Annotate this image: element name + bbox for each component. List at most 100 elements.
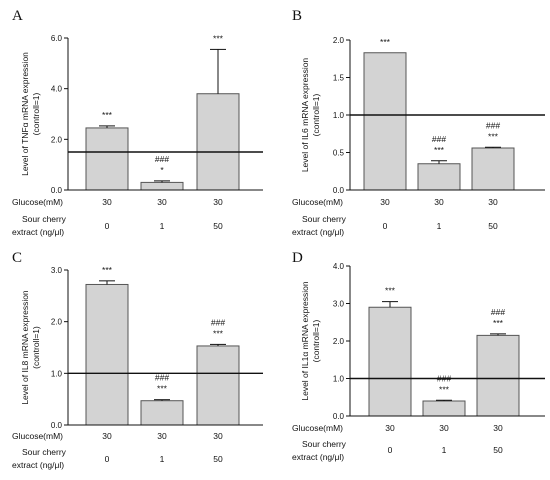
panel-d: D 0.0 1.0 2.0 3.0 4.0 Level of IL1α mRNA expre… [292, 250, 545, 462]
y-tick-label: 3.0 [333, 300, 345, 309]
glucose-value: 30 [213, 197, 223, 207]
significance-label: *** [493, 318, 504, 328]
glucose-label: Glucose(mM) [292, 197, 343, 207]
panel-letter: D [292, 250, 303, 266]
glucose-label: Glucose(mM) [12, 197, 63, 207]
significance-label: *** [434, 145, 445, 155]
significance-label: ### [155, 373, 169, 383]
glucose-value: 30 [488, 197, 498, 207]
extract-label: extract (ng/μl) [292, 227, 344, 237]
y-axis-label: Level of TNFα mRNA expression [20, 52, 30, 176]
glucose-value: 30 [213, 431, 223, 441]
significance-label: ### [486, 120, 500, 130]
y-tick-label: 2.0 [333, 36, 345, 45]
glucose-value: 30 [439, 423, 449, 433]
extract-label: extract (ng/μl) [12, 460, 64, 470]
y-axis-label: Level of IL1α mRNA expression [300, 281, 310, 401]
extract-value: 0 [383, 221, 388, 231]
significance-label: *** [102, 110, 113, 120]
significance-label: ### [491, 307, 505, 317]
y-tick-label: 6.0 [51, 34, 63, 43]
extract-value: 1 [160, 454, 165, 464]
panel-letter: C [12, 250, 22, 266]
glucose-value: 30 [434, 197, 444, 207]
significance-label: *** [157, 384, 168, 394]
bar [140, 181, 184, 191]
y-tick-label: 0.0 [51, 186, 63, 195]
glucose-value: 30 [157, 197, 167, 207]
bar [417, 163, 461, 191]
glucose-label: Glucose(mM) [12, 431, 63, 441]
y-axis-label: (controll=1) [31, 92, 41, 135]
significance-label: *** [380, 37, 391, 47]
significance-label: *** [213, 33, 224, 43]
significance-label: *** [102, 265, 113, 275]
y-tick-label: 3.0 [51, 266, 63, 275]
glucose-label: Glucose(mM) [292, 423, 343, 433]
y-tick-label: 0.5 [333, 149, 345, 158]
y-tick-label: 0.0 [333, 186, 345, 195]
y-tick-label: 0.0 [333, 412, 345, 421]
significance-label: ### [432, 134, 446, 144]
bar [85, 127, 129, 191]
extract-value: 1 [442, 445, 447, 455]
y-axis-label: Level of IL8 mRNA expression [20, 290, 30, 405]
extract-label: Sour cherry [22, 447, 67, 457]
significance-label: *** [385, 286, 396, 296]
glucose-value: 30 [493, 423, 503, 433]
bar [368, 306, 412, 417]
y-tick-label: 4.0 [333, 262, 345, 271]
bar [476, 334, 520, 417]
extract-value: 0 [105, 221, 110, 231]
extract-value: 0 [388, 445, 393, 455]
extract-label: Sour cherry [302, 439, 347, 449]
panel-c: C 0.0 1.0 2.0 3.0 Level of IL8 mRNA expressio… [12, 250, 263, 470]
extract-value: 50 [493, 445, 503, 455]
glucose-value: 30 [102, 197, 112, 207]
extract-value: 50 [213, 454, 223, 464]
significance-label: ### [155, 154, 169, 164]
glucose-value: 30 [385, 423, 395, 433]
bar [422, 400, 466, 417]
y-tick-label: 1.0 [333, 111, 345, 120]
y-axis-label: Level of IL6 mRNA expression [300, 58, 310, 173]
y-tick-label: 0.0 [51, 421, 63, 430]
y-axis-label: (controll=1) [31, 326, 41, 369]
significance-label: *** [488, 131, 499, 141]
panel-letter: B [292, 8, 302, 24]
bar [196, 345, 240, 426]
extract-label: Sour cherry [22, 214, 67, 224]
significance-label: * [160, 165, 164, 175]
y-tick-label: 1.0 [333, 375, 345, 384]
bar [85, 283, 129, 426]
y-tick-label: 2.0 [51, 318, 63, 327]
y-tick-label: 4.0 [51, 85, 63, 94]
y-axis-label: (controll=1) [311, 93, 321, 136]
bar [471, 147, 515, 191]
panel-a: A 0.0 2.0 4.0 6.0 Level of TNFα mRNA expressi… [12, 8, 263, 237]
y-tick-label: 2.0 [51, 135, 63, 144]
bar [140, 400, 184, 426]
glucose-value: 30 [102, 431, 112, 441]
glucose-value: 30 [157, 431, 167, 441]
panel-b: B 0.0 0.5 1.0 1.5 2.0 Level of IL6 mRNA expres… [292, 8, 545, 237]
extract-value: 0 [105, 454, 110, 464]
significance-label: *** [213, 328, 224, 338]
significance-label: ### [211, 317, 225, 327]
y-axis-label: (controll=1) [311, 319, 321, 362]
significance-label: *** [439, 384, 450, 394]
bar [363, 52, 407, 191]
extract-label: extract (ng/μl) [12, 227, 64, 237]
extract-value: 1 [437, 221, 442, 231]
y-tick-label: 1.0 [51, 369, 63, 378]
panel-letter: A [12, 8, 23, 24]
bar [196, 93, 240, 191]
extract-label: extract (ng/μl) [292, 452, 344, 462]
glucose-value: 30 [380, 197, 390, 207]
y-tick-label: 1.5 [333, 74, 345, 83]
y-tick-label: 2.0 [333, 337, 345, 346]
extract-label: Sour cherry [302, 214, 347, 224]
extract-value: 1 [160, 221, 165, 231]
